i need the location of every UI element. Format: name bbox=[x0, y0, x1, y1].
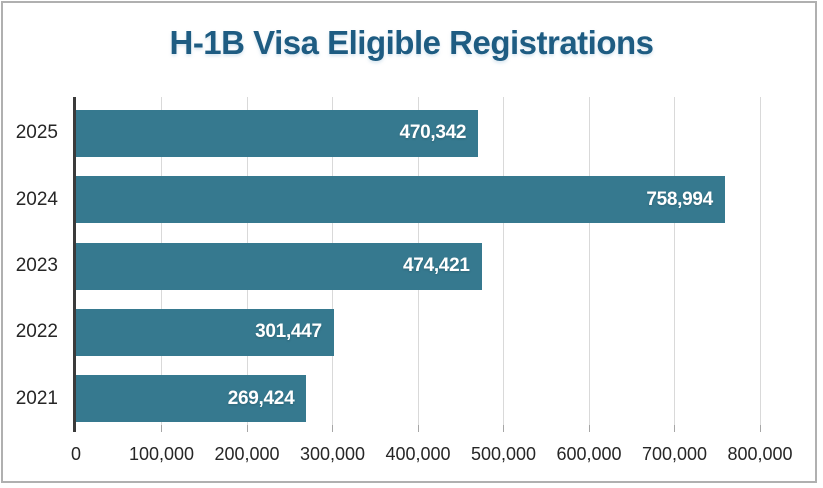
x-axis-tick-mark bbox=[503, 425, 504, 432]
plot-area: 470,342 758,994 474,421 301,447 269,424 bbox=[73, 97, 761, 432]
y-axis-label-2023: 2023 bbox=[15, 255, 58, 277]
x-axis-tick-label: 200,000 bbox=[214, 444, 280, 464]
x-axis-tick-label: 400,000 bbox=[385, 444, 451, 464]
x-axis-tick-label: 500,000 bbox=[470, 444, 537, 464]
bars-layer: 470,342 758,994 474,421 301,447 269,424 bbox=[76, 100, 760, 432]
bar-2021: 269,424 bbox=[76, 375, 307, 423]
y-axis-label-2024: 2024 bbox=[15, 188, 58, 210]
gridline bbox=[588, 97, 590, 425]
x-axis-tick-mark bbox=[588, 425, 590, 432]
x-axis-tick-label: 0 bbox=[70, 444, 82, 464]
x-axis-tick-mark bbox=[246, 425, 248, 432]
bar-2025: 470,342 bbox=[76, 109, 479, 157]
y-axis-label-2022: 2022 bbox=[15, 321, 58, 343]
y-axis-label-2025: 2025 bbox=[15, 122, 58, 144]
chart-title: H-1B Visa Eligible Registrations bbox=[169, 24, 654, 61]
gridline bbox=[674, 97, 675, 425]
bar-row-2024: 758,994 bbox=[76, 166, 760, 232]
x-axis-tick-label: 300,000 bbox=[299, 444, 366, 464]
x-axis-labels: 0 100,000 200,000 300,000 400,000 500,000 600,… bbox=[0, 444, 823, 468]
bar-2024: 758,994 bbox=[76, 176, 725, 224]
y-axis-line bbox=[73, 97, 76, 432]
bar-2022: 301,447 bbox=[76, 308, 334, 356]
bar-row-2022: 301,447 bbox=[76, 299, 760, 365]
y-axis-label-2021: 2021 bbox=[15, 387, 58, 409]
bar-row-2021: 269,424 bbox=[76, 366, 760, 432]
x-axis-tick-mark bbox=[674, 425, 675, 432]
x-axis-tick-label: 600,000 bbox=[556, 444, 622, 464]
x-axis-tick-mark bbox=[417, 425, 419, 432]
bar-value-label: 758,994 bbox=[646, 188, 713, 210]
x-axis-tick-label: 700,000 bbox=[641, 444, 708, 464]
bar-value-label: 474,421 bbox=[403, 255, 470, 277]
x-axis-tick-mark bbox=[759, 425, 761, 432]
bar-value-label: 269,424 bbox=[227, 387, 295, 409]
y-axis-labels: 2025 2024 2023 2022 2021 bbox=[0, 100, 58, 432]
bar-2023: 474,421 bbox=[76, 242, 482, 290]
gridline bbox=[503, 97, 504, 425]
x-axis-tick-label: 800,000 bbox=[727, 444, 793, 464]
bar-value-label: 301,447 bbox=[255, 321, 322, 343]
gridline bbox=[759, 97, 761, 425]
bar-value-label: 470,342 bbox=[399, 122, 467, 144]
x-axis-tick-mark bbox=[161, 425, 162, 432]
bar-row-2025: 470,342 bbox=[76, 100, 760, 166]
bar-row-2023: 474,421 bbox=[76, 233, 760, 299]
x-axis-tick-label: 100,000 bbox=[128, 444, 195, 464]
x-axis-tick-mark bbox=[332, 425, 333, 432]
